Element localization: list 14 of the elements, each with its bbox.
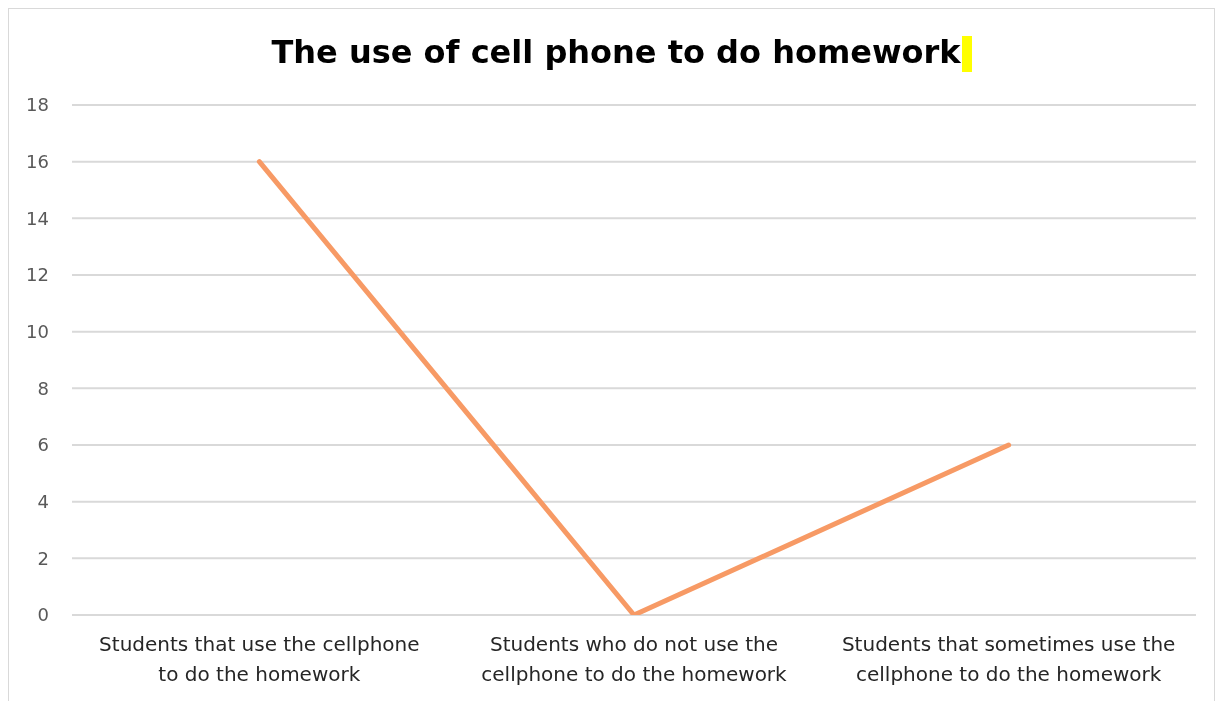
y-tick-label: 10: [26, 321, 49, 343]
x-tick-label: Students that sometimes use the cellphone to do the homework: [841, 632, 1176, 686]
y-tick-label: 2: [37, 547, 49, 569]
y-tick-label: 8: [37, 377, 49, 399]
y-tick-label: 14: [26, 207, 49, 229]
y-tick-label: 12: [26, 264, 49, 286]
y-tick-label: 6: [37, 434, 49, 456]
y-tick-label: 18: [26, 94, 49, 116]
x-tick-label: Students who do not use the cellphone to do the homework: [481, 632, 788, 686]
x-tick-label: Students that use the cellphone to do the homework: [99, 632, 420, 686]
y-tick-label: 4: [37, 491, 49, 513]
y-tick-label: 0: [37, 604, 49, 626]
chart-title: The use of cell phone to do homework: [271, 33, 961, 71]
y-tick-label: 16: [26, 151, 49, 173]
